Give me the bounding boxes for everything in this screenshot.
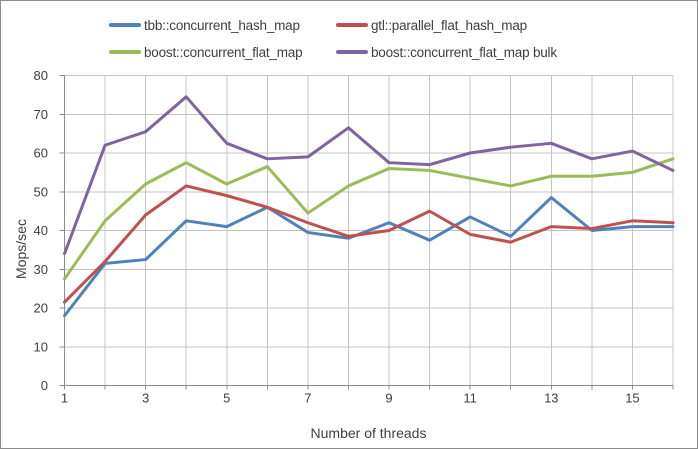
y-tick-label: 50 bbox=[34, 184, 48, 199]
y-tick-label: 70 bbox=[34, 107, 48, 122]
y-tick-label: 0 bbox=[41, 378, 48, 393]
legend-line-swatch-icon bbox=[336, 50, 368, 54]
x-tick-label: 7 bbox=[304, 391, 311, 406]
legend-line-swatch-icon bbox=[109, 23, 141, 27]
y-tick-label: 80 bbox=[34, 68, 48, 83]
x-tick-label: 11 bbox=[463, 391, 477, 406]
legend-label: boost::concurrent_flat_map bulk bbox=[371, 44, 557, 60]
legend-label: boost::concurrent_flat_map bbox=[144, 44, 303, 60]
x-tick-label: 3 bbox=[142, 391, 149, 406]
legend-item-boost-concurrent-flat-map-bulk: boost::concurrent_flat_map bulk bbox=[336, 44, 557, 60]
y-tick-label: 10 bbox=[34, 339, 48, 354]
legend-item-boost-concurrent-flat-map: boost::concurrent_flat_map bbox=[109, 44, 303, 60]
x-axis-title: Number of threads bbox=[310, 425, 427, 441]
x-tick-label: 13 bbox=[544, 391, 558, 406]
legend-label: tbb::concurrent_hash_map bbox=[144, 17, 300, 33]
y-tick-label: 30 bbox=[34, 262, 48, 277]
y-axis-title: Mops/sec bbox=[13, 219, 29, 279]
series-line-3 bbox=[63, 95, 675, 256]
series-line-0 bbox=[63, 196, 675, 318]
x-tick-label: 1 bbox=[61, 391, 68, 406]
legend-item-gtl-parallel-flat-hash-map: gtl::parallel_flat_hash_map bbox=[336, 17, 527, 33]
x-tick-label: 5 bbox=[223, 391, 230, 406]
series-line-2 bbox=[63, 157, 675, 281]
y-tick-label: 40 bbox=[34, 223, 48, 238]
legend-item-tbb-concurrent-hash-map: tbb::concurrent_hash_map bbox=[109, 17, 300, 33]
x-tick-label: 15 bbox=[625, 391, 639, 406]
y-tick-label: 20 bbox=[34, 301, 48, 316]
legend-line-swatch-icon bbox=[336, 23, 368, 27]
series-line-1 bbox=[63, 184, 675, 304]
legend-label: gtl::parallel_flat_hash_map bbox=[371, 17, 527, 33]
legend-line-swatch-icon bbox=[109, 50, 141, 54]
x-tick-label: 9 bbox=[385, 391, 392, 406]
y-tick-label: 60 bbox=[34, 146, 48, 161]
